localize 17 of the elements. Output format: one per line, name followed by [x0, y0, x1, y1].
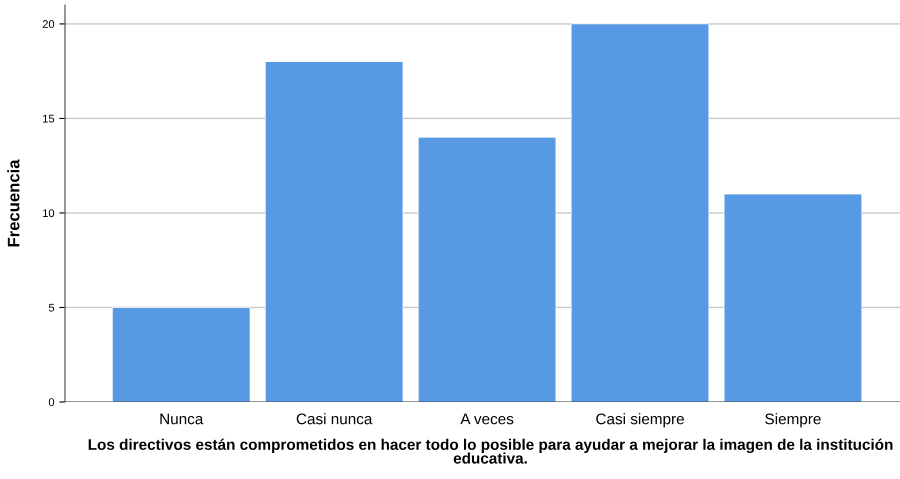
bar: [112, 307, 250, 402]
bar: [570, 24, 710, 402]
x-tick-label: Casi nunca: [296, 413, 372, 424]
y-tick-label: 5: [48, 304, 54, 312]
x-tick-label: Nunca: [160, 414, 204, 424]
y-tick-label: 15: [43, 114, 54, 123]
y-tick-label: 0: [48, 398, 54, 406]
bar: [724, 194, 862, 402]
x-tick-label: Siempre: [765, 413, 821, 428]
bar: [418, 136, 556, 402]
x-tick-label: Casi siempre: [596, 413, 684, 428]
x-axis-title: Los directivos están comprometidos en hacer todo lo posible para ayudar a mejorar la imagen de la institución educativa.: [88, 438, 892, 464]
bar: [264, 61, 404, 402]
y-tick-label: 20: [42, 20, 54, 28]
x-tick-label: A veces: [460, 414, 514, 424]
y-axis-title: Frecuencia: [7, 159, 20, 246]
y-tick-label: 10: [43, 209, 54, 218]
